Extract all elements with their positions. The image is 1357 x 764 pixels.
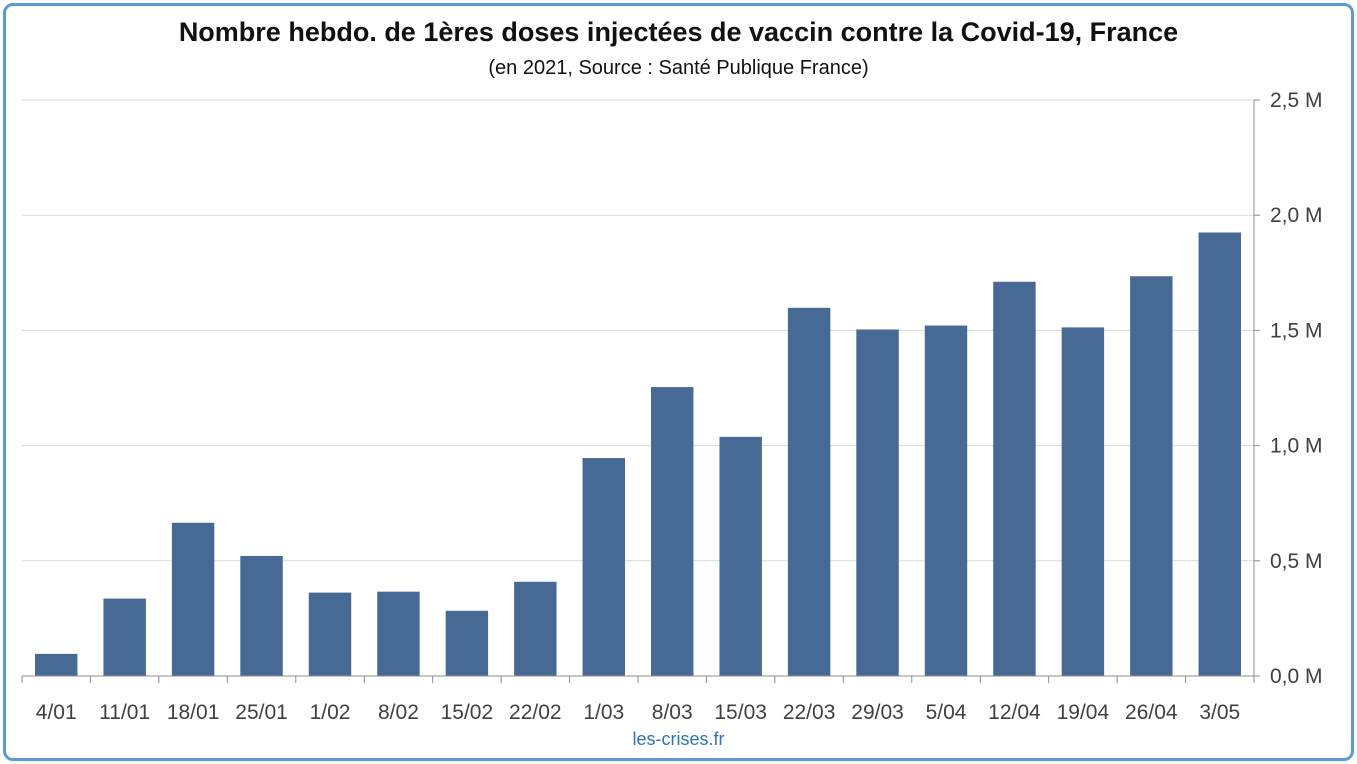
x-tick-label: 8/02 [378,701,419,724]
bar-29-03 [856,329,899,676]
bar-25-01 [240,555,283,676]
x-tick-label: 19/04 [1057,701,1110,724]
bar-15-03 [719,436,762,676]
x-tick-label: 11/01 [99,701,150,724]
bar-8-03 [651,387,694,676]
bar-19-04 [1061,327,1105,676]
x-tick-label: 29/03 [851,701,904,724]
bar-11-01 [103,598,146,676]
bar-18-01 [171,522,215,676]
bar-5-04 [924,325,968,676]
bar-26-04 [1130,276,1173,676]
x-tick-label: 26/04 [1125,701,1178,724]
x-tick-label: 1/03 [583,701,624,724]
bar-22-03 [787,307,831,676]
x-tick-label: 25/01 [235,701,288,724]
y-tick-label: 1,0 M [1270,435,1323,458]
y-tick-label: 2,5 M [1270,89,1323,112]
chart-title: Nombre hebdo. de 1ères doses injectées d… [178,17,1179,47]
bar-22-02 [514,581,557,676]
bar-1-03 [582,458,625,676]
x-tick-label: 15/02 [441,701,494,724]
x-tick-label: 1/02 [310,701,351,724]
x-tick-label: 8/03 [652,701,693,724]
y-tick-label: 0,0 M [1270,665,1323,688]
chart-subtitle: (en 2021, Source : Santé Publique France… [488,57,869,79]
bar-8-02 [377,591,420,676]
x-tick-label: 5/04 [926,701,967,724]
bar-1-02 [308,592,352,676]
y-tick-label: 0,5 M [1270,550,1323,573]
x-tick-label: 18/01 [167,701,220,724]
source-credit: les-crises.fr [632,729,725,749]
x-tick-label: 3/05 [1199,701,1240,724]
bar-12-04 [993,281,1036,676]
y-tick-label: 1,5 M [1270,319,1323,342]
x-tick-label: 22/03 [783,701,836,724]
bar-4-01 [35,653,78,676]
x-tick-label: 12/04 [988,701,1041,724]
bar-15-02 [445,610,489,676]
bar-3-05 [1198,232,1241,677]
x-tick-label: 4/01 [36,701,77,724]
x-tick-label: 22/02 [509,701,562,724]
x-tick-label: 15/03 [714,701,767,724]
y-tick-label: 2,0 M [1270,204,1323,227]
